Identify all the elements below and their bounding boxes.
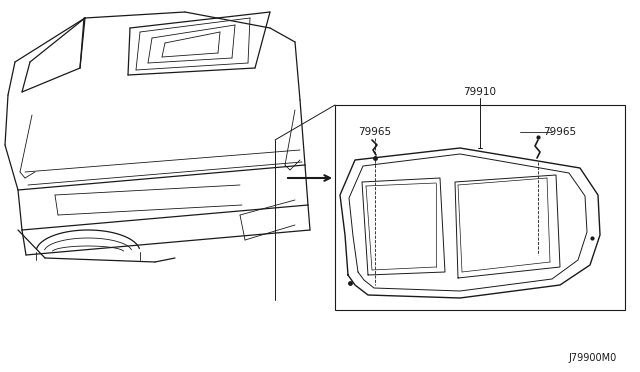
Text: 79910: 79910	[463, 87, 497, 97]
Text: J79900M0: J79900M0	[569, 353, 617, 363]
Text: 79965: 79965	[543, 127, 577, 137]
Bar	[335, 105, 625, 310]
Text: 79965: 79965	[358, 127, 392, 137]
